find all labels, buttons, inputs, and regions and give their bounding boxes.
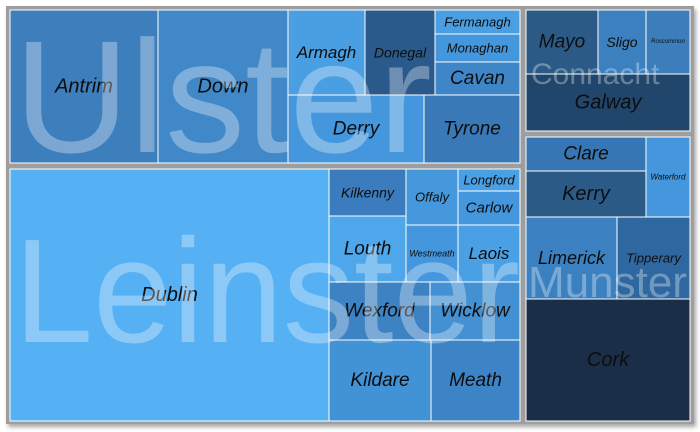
cell-kerry <box>525 170 647 218</box>
label-wexford: Wexford <box>344 301 416 322</box>
label-armagh: Armagh <box>296 43 357 62</box>
cell-waterford <box>645 136 691 218</box>
label-kilkenny: Kilkenny <box>341 185 395 201</box>
cell-down <box>157 9 289 164</box>
cell-cavan <box>434 61 521 96</box>
cell-wicklow <box>429 281 521 341</box>
county-cells <box>9 9 691 422</box>
label-louth: Louth <box>344 239 392 260</box>
province-label-leinster: Leinster <box>14 209 520 374</box>
label-longford: Longford <box>463 173 515 188</box>
cell-cork <box>525 298 691 422</box>
label-clare: Clare <box>563 144 608 165</box>
cell-derry <box>287 94 425 164</box>
label-tipperary: Tipperary <box>626 251 682 266</box>
label-tyrone: Tyrone <box>443 119 501 140</box>
cell-kildare <box>328 339 432 422</box>
label-donegal: Donegal <box>374 45 427 61</box>
label-waterford: Waterford <box>651 173 687 182</box>
cell-offaly <box>405 168 459 226</box>
label-carlow: Carlow <box>466 200 514 217</box>
label-down: Down <box>197 76 248 98</box>
label-roscommon: Roscommon <box>651 39 685 45</box>
province-label-connacht: Connacht <box>531 58 660 91</box>
cell-armagh <box>287 9 366 96</box>
cell-tyrone <box>423 94 521 164</box>
label-mayo: Mayo <box>539 32 585 53</box>
label-fermanagh: Fermanagh <box>444 15 510 30</box>
label-sligo: Sligo <box>606 34 637 50</box>
label-offaly: Offaly <box>415 190 450 205</box>
cell-meath <box>430 339 521 422</box>
cell-limerick <box>525 216 618 300</box>
label-cavan: Cavan <box>450 68 505 89</box>
label-laois: Laois <box>469 244 510 263</box>
cell-carlow <box>457 190 521 226</box>
label-limerick: Limerick <box>538 248 606 268</box>
cell-antrim <box>9 9 159 164</box>
label-dublin: Dublin <box>141 284 198 306</box>
cell-kilkenny <box>328 168 407 217</box>
label-wicklow: Wicklow <box>440 301 511 322</box>
cell-dublin <box>9 168 330 422</box>
label-kildare: Kildare <box>350 370 409 391</box>
cell-galway <box>525 73 691 132</box>
cell-laois <box>457 224 521 283</box>
cell-mayo <box>525 9 599 75</box>
label-galway: Galway <box>575 92 643 114</box>
label-meath: Meath <box>449 370 502 391</box>
label-monaghan: Monaghan <box>447 41 508 56</box>
label-derry: Derry <box>333 119 381 140</box>
label-westmeath: Westmeath <box>409 249 454 259</box>
cell-roscommon <box>645 9 691 75</box>
province-labels: Ulster Connacht Leinster Munster <box>14 7 687 374</box>
cell-louth <box>328 215 407 283</box>
label-antrim: Antrim <box>54 76 113 98</box>
label-kerry: Kerry <box>562 183 611 205</box>
label-cork: Cork <box>587 349 630 371</box>
county-labels: Antrim Down Armagh Donegal Fermanagh Monaghan… <box>54 15 686 392</box>
province-label-munster: Munster <box>528 258 687 307</box>
cell-wexford <box>328 281 431 341</box>
province-label-ulster: Ulster <box>14 7 432 186</box>
